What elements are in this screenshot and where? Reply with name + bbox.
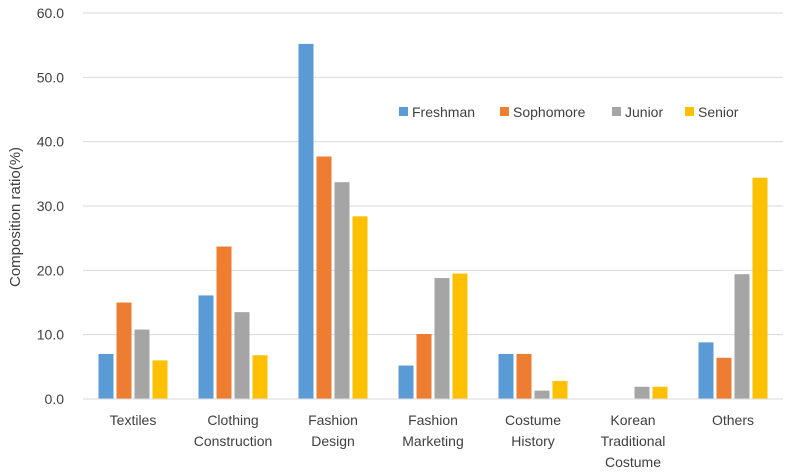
x-category-label: Others <box>712 412 754 428</box>
x-category-label: Fashion <box>308 412 358 428</box>
x-category-label: Fashion <box>408 412 458 428</box>
bar-freshman <box>398 365 414 399</box>
bar-junior <box>334 182 350 399</box>
bar-freshman <box>498 353 514 399</box>
bar-junior <box>134 329 150 399</box>
bar-sophomore <box>716 357 732 399</box>
gridlines <box>83 12 783 336</box>
x-category-label: Korean <box>610 412 655 428</box>
legend-swatch <box>399 107 408 116</box>
legend-swatch <box>500 107 509 116</box>
x-category-label: Clothing <box>207 412 258 428</box>
x-axis-category-labels: Textiles Clothing Construction Fashion Desig… <box>110 412 754 470</box>
y-tick-label: 10.0 <box>37 327 64 343</box>
x-category-label: Traditional <box>601 433 666 449</box>
x-category-label: Construction <box>194 433 273 449</box>
bars <box>98 43 768 399</box>
bar-sophomore <box>416 334 432 399</box>
legend-label: Sophomore <box>513 104 586 120</box>
bar-sophomore <box>216 246 232 399</box>
y-tick-label: 30.0 <box>37 198 64 214</box>
y-tick-label: 20.0 <box>37 262 64 278</box>
bar-senior <box>252 355 268 399</box>
legend-label: Senior <box>698 104 739 120</box>
x-category-label: History <box>511 433 555 449</box>
y-tick-label: 50.0 <box>37 69 64 85</box>
bar-senior <box>152 360 168 399</box>
y-axis-label: Composition ratio(%) <box>7 147 24 287</box>
bar-senior <box>352 216 368 399</box>
bar-freshman <box>698 342 714 399</box>
legend-swatch <box>685 107 694 116</box>
bar-freshman <box>198 295 214 399</box>
bar-junior <box>434 278 450 399</box>
bar-junior <box>634 386 650 399</box>
bar-senior <box>752 177 768 399</box>
y-axis-ticks: 0.0 10.0 20.0 30.0 40.0 50.0 60.0 <box>37 5 64 407</box>
x-category-label: Marketing <box>402 433 463 449</box>
bar-junior <box>234 312 250 399</box>
bar-sophomore <box>116 302 132 399</box>
legend-swatch <box>612 107 621 116</box>
legend-label: Freshman <box>412 104 475 120</box>
x-category-label: Costume <box>505 412 561 428</box>
y-tick-label: 40.0 <box>37 134 64 150</box>
y-tick-label: 0.0 <box>45 391 65 407</box>
bar-senior <box>652 386 668 399</box>
bar-freshman <box>98 353 114 399</box>
x-category-label: Textiles <box>110 412 157 428</box>
legend: Freshman Sophomore Junior Senior <box>399 104 739 120</box>
bar-senior <box>552 380 568 399</box>
bar-sophomore <box>516 353 532 399</box>
bar-junior <box>534 390 550 399</box>
bar-senior <box>452 273 468 399</box>
bar-sophomore <box>316 156 332 399</box>
x-category-label: Costume <box>605 454 661 470</box>
x-category-label: Design <box>311 433 355 449</box>
y-tick-label: 60.0 <box>37 5 64 21</box>
bar-freshman <box>298 43 314 399</box>
legend-label: Junior <box>625 104 663 120</box>
bar-junior <box>734 274 750 399</box>
